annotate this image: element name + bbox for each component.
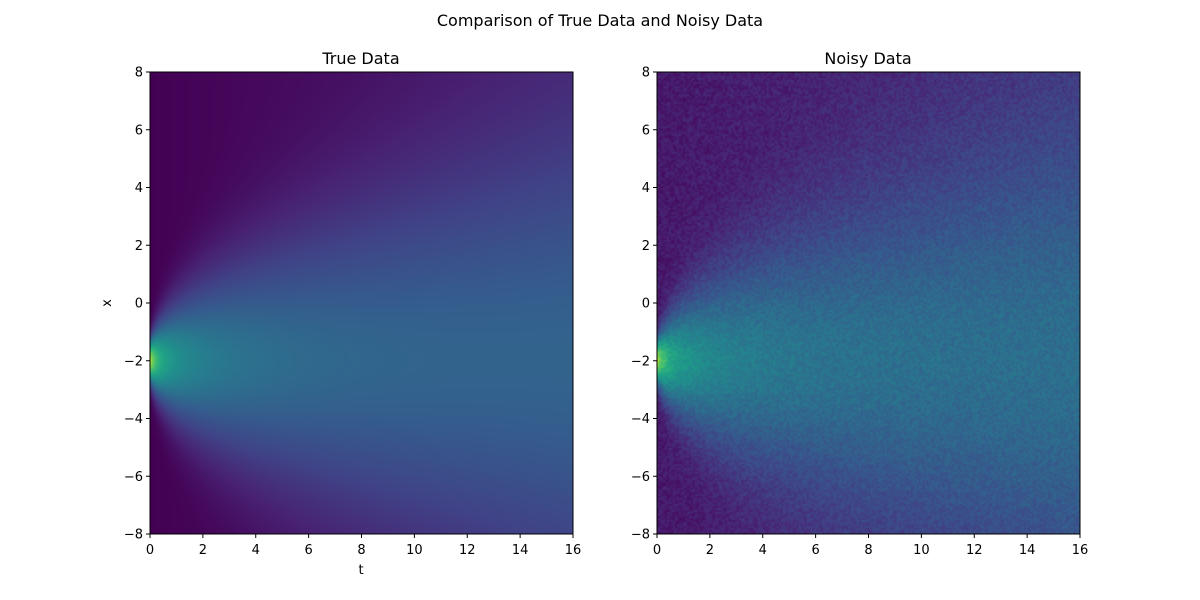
x-tick-label: 4	[759, 543, 767, 558]
panel-title: Noisy Data	[824, 49, 911, 68]
y-tick-label: 2	[135, 239, 143, 254]
y-tick-label: −6	[631, 470, 650, 485]
x-tick-label: 16	[565, 543, 582, 558]
y-tick-label: −8	[631, 528, 650, 543]
x-tick-label: 6	[811, 543, 819, 558]
heatmap-image	[150, 72, 573, 534]
x-tick-label: 8	[357, 543, 365, 558]
x-tick-label: 10	[913, 543, 930, 558]
heatmap-axes: 0 2 4 6 8 10 12 14 16 −8 −6 −4 −2 0 2 4 6 8	[631, 66, 1088, 559]
heatmap-axes: 0 2 4 6 8 10 12 14 16 −8 −6 −4 −2 0 2 4 6 8	[124, 66, 581, 559]
x-tick-label: 6	[304, 543, 312, 558]
y-axis-label: x	[100, 299, 115, 307]
x-tick-label: 8	[864, 543, 872, 558]
y-tick-label: −6	[124, 470, 143, 485]
y-tick-label: 8	[642, 66, 650, 81]
y-tick-label: −4	[124, 412, 143, 427]
y-tick-label: 6	[135, 123, 143, 138]
y-tick-label: −4	[631, 412, 650, 427]
figure-suptitle: Comparison of True Data and Noisy Data	[437, 11, 763, 30]
x-tick-label: 16	[1072, 543, 1089, 558]
y-tick-label: 8	[135, 66, 143, 81]
y-tick-label: −8	[124, 528, 143, 543]
x-tick-label: 4	[252, 543, 260, 558]
x-tick-label: 2	[199, 543, 207, 558]
y-tick-label: 4	[135, 181, 143, 196]
panel-title: True Data	[321, 49, 399, 68]
y-tick-label: 4	[642, 181, 650, 196]
x-tick-label: 0	[146, 543, 154, 558]
x-tick-label: 14	[1019, 543, 1036, 558]
y-tick-label: −2	[124, 354, 143, 369]
y-tick-label: 0	[135, 297, 143, 312]
heatmap-image	[657, 72, 1080, 534]
x-axis-label: t	[358, 563, 363, 578]
x-tick-label: 0	[653, 543, 661, 558]
x-tick-label: 14	[512, 543, 529, 558]
x-tick-label: 12	[966, 543, 983, 558]
x-tick-label: 12	[459, 543, 476, 558]
panel-true-data: True Data 0 2 4 6 8 10 12 14 16 −8 −6 −4 −2 0 2 4 6 8 t x	[100, 49, 581, 578]
y-tick-label: 2	[642, 239, 650, 254]
panel-noisy-data: Noisy Data 0 2 4 6 8 10 12 14 16 −8 −6 −4 −2 0 2 4 6 8	[631, 49, 1088, 558]
y-tick-label: 0	[642, 297, 650, 312]
y-tick-label: −2	[631, 354, 650, 369]
x-tick-label: 10	[406, 543, 423, 558]
y-tick-label: 6	[642, 123, 650, 138]
x-tick-label: 2	[706, 543, 714, 558]
